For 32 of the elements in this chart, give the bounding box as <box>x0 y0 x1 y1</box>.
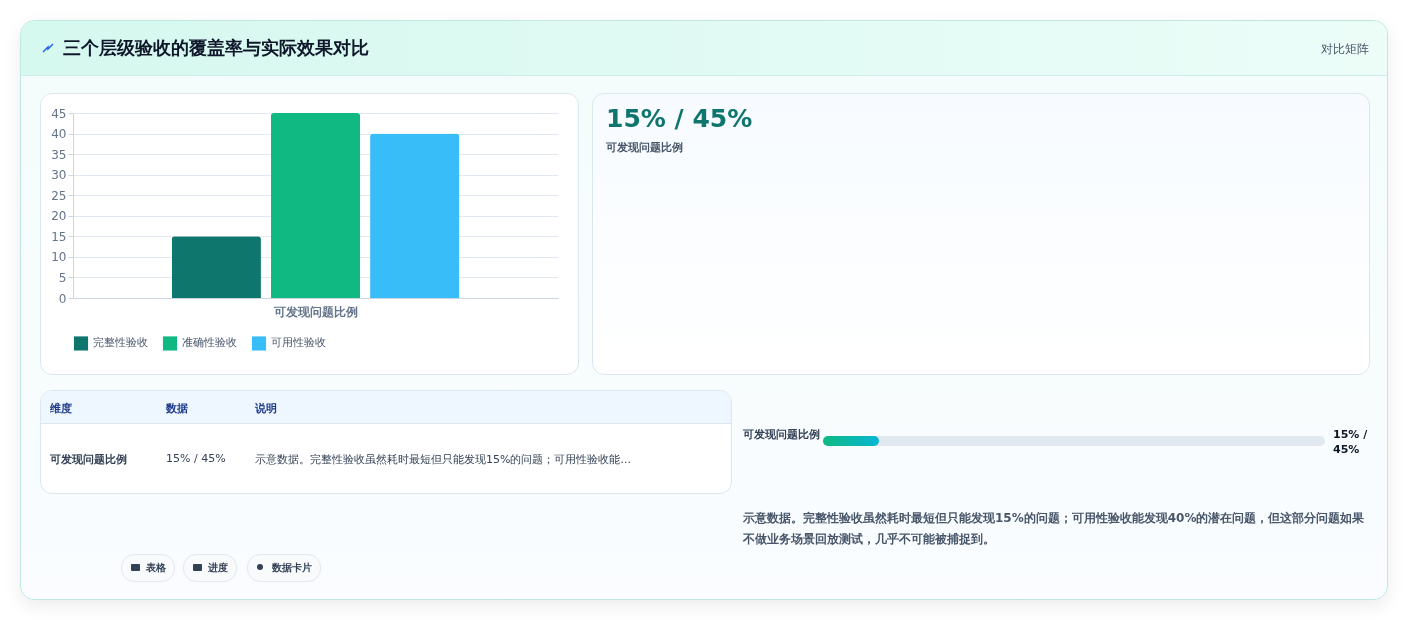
text: 示意数据。完整性验收虽然耗时最短但只能发现15%的问题；可用性验收能... <box>255 452 631 467</box>
bar <box>270 113 361 298</box>
text: 15% / 45% <box>166 452 226 465</box>
y-tick-label: 20 <box>51 209 67 224</box>
text: 对比矩阵 <box>1321 41 1369 58</box>
text: 数据 <box>166 401 188 416</box>
bar <box>171 236 261 298</box>
text: 15% / 45% <box>606 104 753 133</box>
text: 可发现问题比例 <box>606 140 683 155</box>
y-tick-label: 30 <box>51 168 67 183</box>
text: 可发现问题比例 <box>50 452 127 467</box>
bar <box>370 133 460 298</box>
y-tick-label: 25 <box>51 188 67 203</box>
legend-label: 准确性验收 <box>182 336 237 350</box>
legend-label: 完整性验收 <box>93 336 148 350</box>
y-tick-label: 5 <box>58 270 67 285</box>
text: 维度 <box>50 401 72 416</box>
text: 表格 <box>146 562 166 573</box>
text: 15% / 45% <box>1333 427 1369 457</box>
text: 示意数据。完整性验收虽然耗时最短但只能发现15%的问题；可用性验收能发现40%的潜在问题，但这部分问题如果不做业务场景回放测试，几乎不可能被捕捉到。 <box>743 510 1366 548</box>
text: 说明 <box>255 401 277 416</box>
y-tick-label: 10 <box>51 250 67 265</box>
y-tick-label: 15 <box>51 229 67 244</box>
text: 进度 <box>208 562 228 573</box>
chart-title: 三个层级验收的覆盖率与实际效果对比 <box>63 36 369 60</box>
y-tick-label: 35 <box>51 147 67 162</box>
legend-label: 可用性验收 <box>271 336 326 350</box>
text: 可发现问题比例 <box>743 427 821 442</box>
y-tick-label: 40 <box>51 127 67 142</box>
y-tick-label: 45 <box>51 106 67 121</box>
text: 数据卡片 <box>272 562 312 573</box>
y-tick-label: 0 <box>58 291 67 306</box>
